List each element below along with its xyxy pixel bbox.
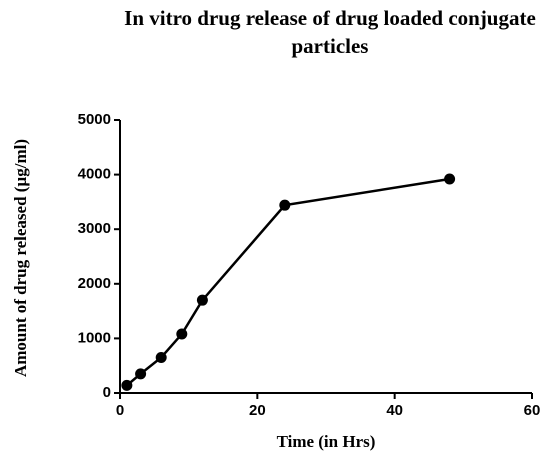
- y-tick-label: 2000: [78, 275, 111, 292]
- chart-title: In vitro drug release of drug loaded con…: [124, 6, 536, 58]
- x-tick-label: 60: [524, 402, 541, 419]
- data-point: [135, 368, 147, 380]
- data-point: [176, 328, 188, 340]
- x-axis-title: Time (in Hrs): [277, 432, 376, 451]
- data-point: [279, 199, 291, 211]
- y-tick-label: 4000: [78, 166, 111, 183]
- data-point: [444, 173, 456, 185]
- y-tick-label: 3000: [78, 220, 111, 237]
- y-tick-label: 5000: [78, 111, 111, 128]
- series-line: [126, 177, 450, 387]
- y-axis-title: Amount of drug released (µg/ml): [11, 139, 30, 377]
- data-point: [121, 379, 133, 391]
- x-tick-label: 0: [116, 402, 124, 419]
- y-tick-label: 1000: [78, 329, 111, 346]
- data-point: [155, 352, 167, 364]
- x-tick-label: 20: [249, 402, 266, 419]
- y-tick-label: 0: [103, 384, 111, 401]
- data-point: [196, 294, 208, 306]
- x-tick-label: 40: [386, 402, 403, 419]
